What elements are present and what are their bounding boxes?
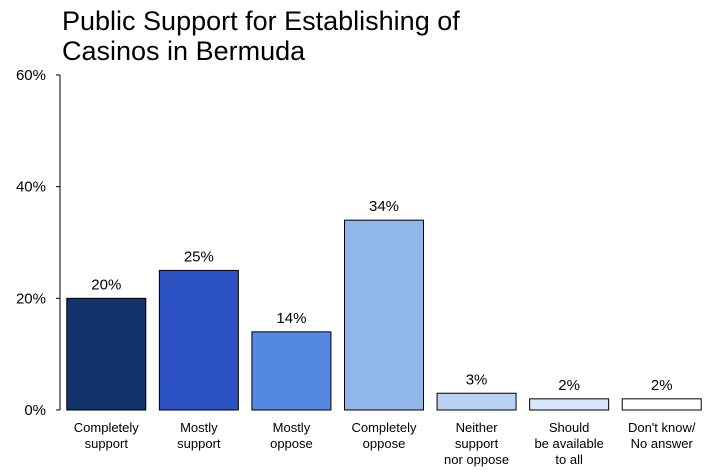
y-tick-label: 40% (16, 179, 46, 196)
data-labels: 20% 25% 14% 34% 3% 2% 2% (91, 198, 672, 394)
data-label: 20% (91, 276, 121, 293)
data-label: 25% (184, 248, 214, 265)
y-tick-label: 0% (24, 402, 46, 419)
category-label-line: to all (555, 452, 583, 467)
data-label: 2% (651, 377, 673, 394)
category-label-line: support (85, 436, 129, 451)
category-label-line: oppose (363, 436, 406, 451)
y-tick-label: 60% (16, 67, 46, 84)
category-label: Mostly support (177, 420, 221, 451)
category-label-line: Should (549, 420, 589, 435)
data-label: 14% (276, 310, 306, 327)
bar (621, 398, 702, 411)
category-label-line: oppose (270, 436, 313, 451)
category-label: Completely oppose (351, 420, 417, 451)
category-label-line: Don't know/ (628, 420, 696, 435)
bars (66, 219, 702, 411)
category-label-line: Completely (74, 420, 140, 435)
category-label: Mostly oppose (270, 420, 313, 451)
chart-title-line-2: Casinos in Bermuda (62, 36, 306, 66)
category-label-line: Completely (351, 420, 417, 435)
category-label-line: nor oppose (444, 452, 509, 467)
data-label: 2% (558, 377, 580, 394)
bar (251, 331, 332, 411)
category-label: Should be available to all (534, 420, 603, 467)
chart-title-line-1: Public Support for Establishing of (62, 6, 460, 36)
bar (529, 398, 610, 411)
bar (344, 219, 424, 411)
category-label-line: Mostly (180, 420, 218, 435)
category-label: Completely support (74, 420, 140, 451)
category-label-line: support (177, 436, 221, 451)
chart-title: Public Support for Establishing of Casin… (62, 6, 622, 66)
data-label: 34% (369, 198, 399, 215)
category-label-line: Mostly (273, 420, 311, 435)
category-label-line: No answer (631, 436, 694, 451)
category-label-line: Neither (456, 420, 499, 435)
bar (436, 392, 517, 411)
bar (158, 269, 239, 411)
category-label: Neither support nor oppose (444, 420, 509, 467)
data-label: 3% (466, 371, 488, 388)
y-tick-label: 20% (16, 290, 46, 307)
y-axis: 0% 20% 40% 60% (16, 67, 61, 419)
category-label-line: be available (534, 436, 603, 451)
category-label: Don't know/No answer (628, 420, 696, 451)
bar (66, 297, 147, 411)
category-label-line: support (455, 436, 499, 451)
